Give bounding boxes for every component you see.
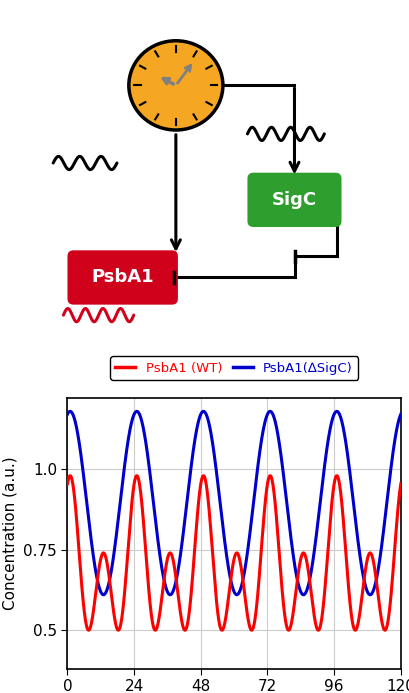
- Circle shape: [129, 41, 223, 130]
- Legend: PsbA1 (WT), PsbA1(∆SigC): PsbA1 (WT), PsbA1(∆SigC): [110, 356, 358, 380]
- Y-axis label: Concentration (a.u.): Concentration (a.u.): [3, 457, 18, 611]
- Text: SigC: SigC: [272, 191, 317, 209]
- FancyBboxPatch shape: [247, 173, 342, 227]
- Text: PsbA1: PsbA1: [91, 268, 154, 286]
- FancyBboxPatch shape: [67, 250, 178, 305]
